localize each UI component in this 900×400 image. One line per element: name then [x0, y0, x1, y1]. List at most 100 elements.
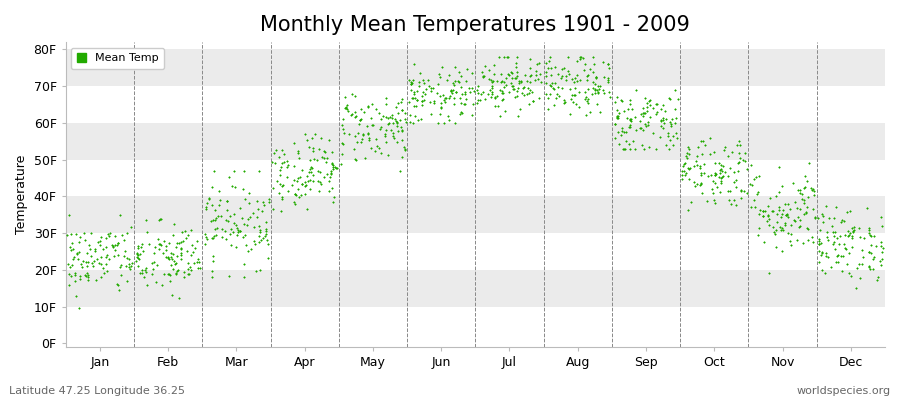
Point: [547, 102, 562, 108]
Point: [627, 146, 642, 152]
Point: [348, 93, 363, 99]
Point: [286, 140, 301, 146]
Point: [220, 207, 234, 214]
Point: [841, 228, 855, 234]
Point: [506, 83, 520, 89]
Point: [294, 181, 309, 187]
Point: [354, 106, 368, 113]
Point: [774, 248, 788, 255]
Point: [804, 184, 818, 191]
Point: [227, 168, 241, 174]
Point: [740, 189, 754, 196]
Point: [485, 78, 500, 85]
Point: [345, 111, 359, 117]
Point: [712, 160, 726, 166]
Point: [157, 271, 171, 277]
Point: [727, 196, 742, 203]
Point: [572, 54, 587, 60]
Point: [483, 76, 498, 83]
Point: [799, 208, 814, 215]
Point: [557, 65, 572, 72]
Point: [104, 230, 118, 236]
Point: [670, 96, 685, 102]
Point: [209, 232, 223, 238]
Point: [429, 90, 444, 96]
Point: [538, 91, 553, 97]
Point: [409, 103, 423, 110]
Point: [204, 218, 219, 225]
Point: [307, 156, 321, 162]
Point: [434, 104, 448, 110]
Point: [119, 262, 133, 269]
Point: [715, 174, 729, 180]
Point: [472, 97, 487, 103]
Point: [590, 83, 605, 89]
Point: [262, 199, 276, 205]
Point: [796, 197, 811, 204]
Point: [653, 106, 668, 112]
Point: [352, 121, 366, 128]
Point: [583, 66, 598, 72]
Point: [519, 91, 534, 97]
Point: [593, 83, 608, 89]
Point: [274, 208, 288, 214]
Point: [471, 90, 485, 96]
Point: [345, 90, 359, 97]
Point: [562, 86, 577, 92]
Point: [374, 116, 389, 122]
Point: [675, 176, 689, 182]
Point: [273, 167, 287, 174]
Point: [431, 120, 446, 126]
Point: [411, 78, 426, 85]
Point: [290, 178, 304, 184]
Point: [403, 80, 418, 87]
Point: [559, 73, 573, 80]
Point: [138, 266, 152, 273]
Point: [96, 270, 111, 276]
Point: [533, 71, 547, 77]
Point: [73, 275, 87, 282]
Point: [159, 254, 174, 260]
Point: [320, 171, 334, 177]
Point: [80, 273, 94, 280]
Point: [178, 234, 193, 241]
Point: [384, 112, 399, 118]
Point: [563, 96, 578, 102]
Point: [552, 84, 566, 91]
Point: [557, 100, 572, 106]
Point: [545, 85, 560, 91]
Point: [793, 206, 807, 212]
Point: [562, 110, 577, 117]
Point: [816, 219, 831, 225]
Point: [165, 292, 179, 298]
Point: [833, 219, 848, 226]
Point: [820, 228, 834, 235]
Point: [609, 115, 624, 121]
Point: [565, 76, 580, 82]
Point: [317, 174, 331, 181]
Point: [372, 145, 386, 151]
Point: [134, 241, 148, 247]
Point: [641, 119, 655, 126]
Point: [348, 133, 363, 140]
Point: [162, 278, 176, 284]
Point: [454, 72, 468, 79]
Point: [796, 240, 810, 246]
Point: [837, 244, 851, 251]
Point: [729, 202, 743, 208]
Point: [89, 277, 104, 283]
Point: [629, 127, 643, 134]
Point: [780, 211, 795, 217]
Point: [875, 256, 889, 262]
Point: [432, 71, 446, 77]
Point: [615, 128, 629, 134]
Point: [269, 146, 284, 153]
Point: [140, 216, 154, 223]
Point: [407, 90, 421, 97]
Point: [266, 206, 280, 212]
Point: [166, 266, 180, 273]
Point: [818, 270, 832, 277]
Point: [176, 268, 191, 275]
Point: [451, 78, 465, 84]
Point: [365, 122, 380, 128]
